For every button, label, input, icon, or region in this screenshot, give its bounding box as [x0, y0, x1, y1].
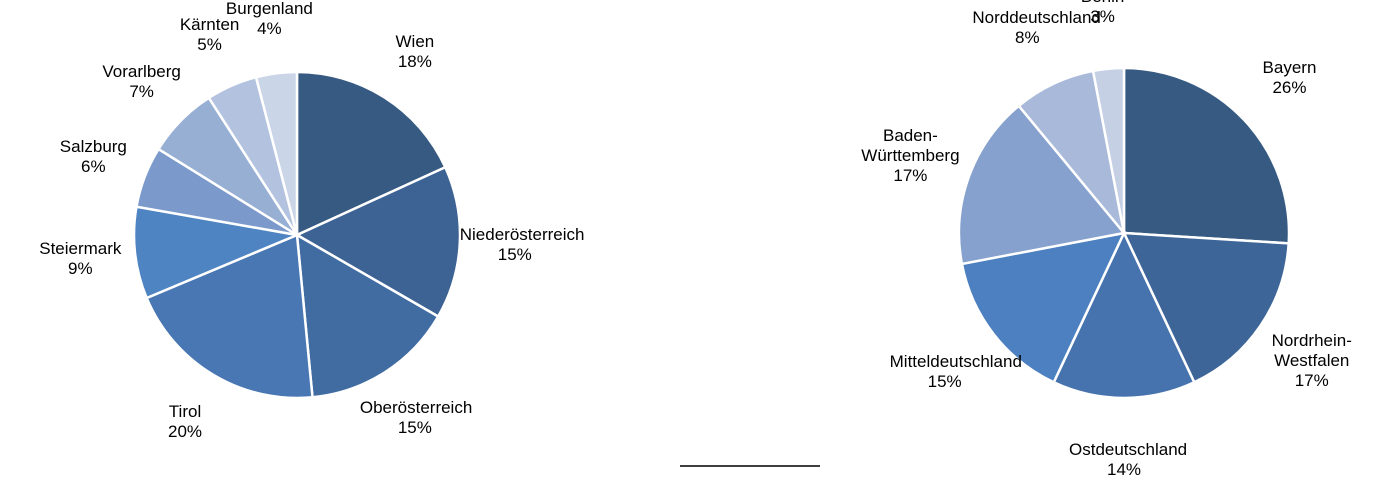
slice-label: Tirol 20%: [168, 402, 202, 442]
slice-label: Kärnten 5%: [180, 15, 240, 55]
slice-value: 20%: [168, 422, 203, 442]
slice-name: Burgenland: [225, 0, 313, 18]
page: Wien 18% Niederösterreich 15% Oberösterreich…: [39, 0, 1352, 479]
slice-name: Vorarlberg: [102, 62, 181, 82]
slice-value: 3%: [1090, 7, 1115, 26]
pie-slice: [254, 70, 299, 236]
pie-slice: [295, 232, 440, 399]
slice-value: 6%: [81, 157, 106, 177]
slice-name: Kärnten: [179, 15, 240, 35]
slice-name: Wien: [395, 31, 435, 51]
slice-label: Vorarlberg 7%: [102, 62, 180, 102]
slice-name: Salzburg: [59, 137, 127, 157]
slice-name: Baden-Württemberg: [861, 126, 960, 166]
charts: [132, 66, 1291, 467]
slice-value: 4%: [257, 18, 282, 38]
slice-name: Tirol: [168, 402, 202, 422]
slice-name: Steiermark: [39, 239, 122, 259]
slice-name: Bayern: [1262, 57, 1317, 77]
slice-value: 17%: [1294, 370, 1329, 390]
slice-label: Niederösterreich 15%: [459, 225, 585, 265]
slice-label: Burgenland 4%: [226, 0, 313, 39]
slice-value: 9%: [68, 259, 93, 279]
pie-slice: [295, 70, 447, 237]
pie-slice: [294, 165, 462, 319]
slice-label: Mitteldeutschland 15%: [889, 352, 1022, 392]
slice-name: Ostdeutschland: [1069, 440, 1188, 459]
slice-name: Nordrhein-Westfalen: [1271, 330, 1352, 370]
slice-value: 15%: [397, 418, 432, 438]
slice-label: Norddeutschland 8%: [972, 7, 1101, 48]
pie-slice: [1121, 231, 1290, 384]
slice-label: Steiermark 9%: [39, 239, 121, 279]
slice-value: 8%: [1015, 27, 1040, 47]
slice-name: Niederösterreich: [459, 225, 585, 245]
slice-value: 26%: [1272, 77, 1307, 97]
slice-value: 15%: [927, 372, 962, 392]
slice-label: Berlin3%: [1081, 0, 1124, 27]
pie-slice: [1091, 66, 1126, 234]
slice-label: Salzburg 6%: [60, 137, 127, 177]
pie-slice: [957, 104, 1127, 266]
slice-value: 17%: [893, 166, 928, 186]
slice-label: Baden-Württemberg 17%: [855, 126, 965, 186]
pie-slice: [1122, 66, 1291, 245]
slice-label: Bayern 26%: [1263, 58, 1317, 98]
slice-label: Nordrhein-Westfalen 17%: [1272, 331, 1352, 391]
slice-name: Mitteldeutschland: [889, 352, 1022, 372]
slice-value: 7%: [129, 82, 154, 102]
slice-label: Wien 18%: [395, 32, 434, 72]
slice-value: 18%: [397, 51, 432, 71]
pie-slice: [132, 205, 302, 300]
slice-name: Berlin: [1081, 0, 1124, 7]
pie-slice: [1052, 230, 1196, 400]
pie-slice: [960, 231, 1127, 384]
slice-value: 5%: [197, 35, 222, 55]
slice-value: 14%: [1106, 460, 1142, 479]
slice-label: Ostdeutschland 14%: [1069, 440, 1188, 480]
slice-name: Oberösterreich: [359, 398, 473, 418]
pie-slice: [145, 233, 314, 400]
slice-label: Oberösterreich 15%: [359, 398, 473, 438]
slice-name: Norddeutschland: [972, 7, 1101, 27]
slice-value: 15%: [497, 245, 532, 265]
